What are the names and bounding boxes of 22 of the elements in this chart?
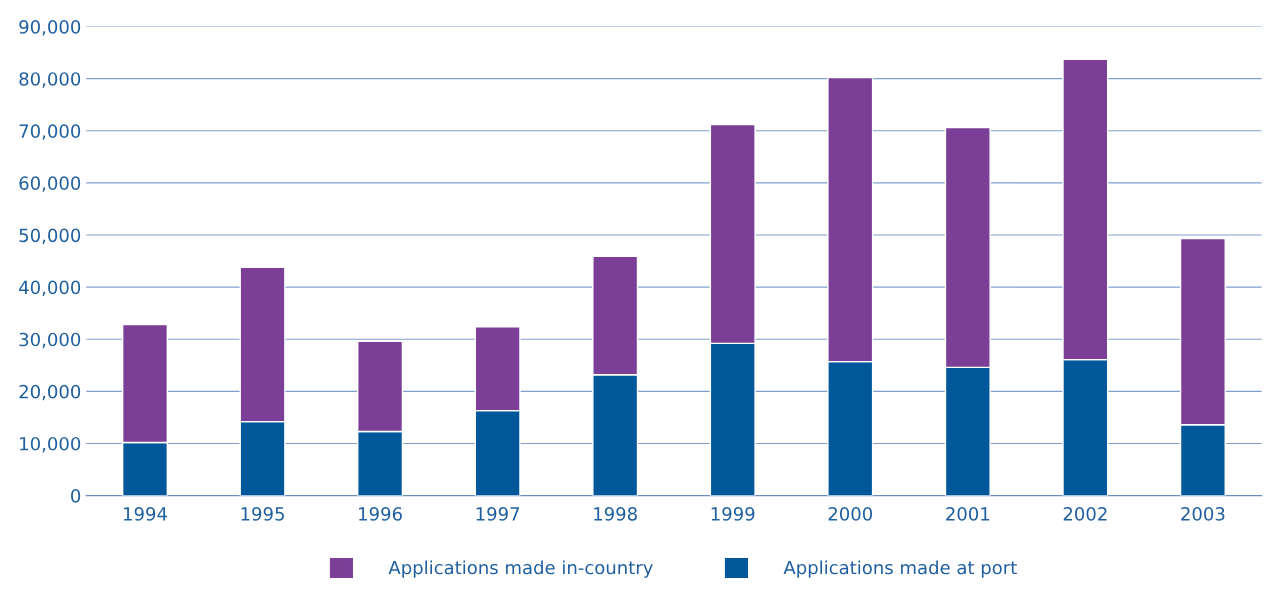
y-tick-label: 40,000: [19, 280, 81, 297]
x-tick-label: 2001: [946, 507, 990, 521]
y-tick-label: 0: [71, 489, 81, 503]
x-tick-label: 1997: [476, 507, 520, 521]
y-tick-label: 30,000: [19, 332, 81, 349]
legend-label: Applications made at port: [783, 560, 1017, 578]
x-tick-label: 2002: [1063, 507, 1107, 521]
y-tick-label: 60,000: [19, 176, 81, 192]
x-tick-label: 1999: [711, 507, 755, 521]
y-tick-label: 20,000: [19, 384, 81, 401]
x-tick-label: 1998: [594, 507, 637, 521]
x-tick-label: 2003: [1181, 507, 1225, 521]
y-tick-label: 90,000: [19, 20, 81, 36]
y-tick-label: 70,000: [19, 124, 81, 140]
y-tick-label: 50,000: [19, 228, 81, 244]
x-tick-label: 1996: [359, 507, 402, 521]
y-tick-label: 10,000: [20, 436, 81, 453]
x-tick-label: 1995: [241, 507, 284, 521]
y-tick-label: 80,000: [19, 72, 81, 88]
legend-label: Applications made in-country: [388, 560, 653, 578]
x-tick-label: 2000: [828, 507, 873, 521]
x-tick-label: 1994: [124, 507, 167, 521]
